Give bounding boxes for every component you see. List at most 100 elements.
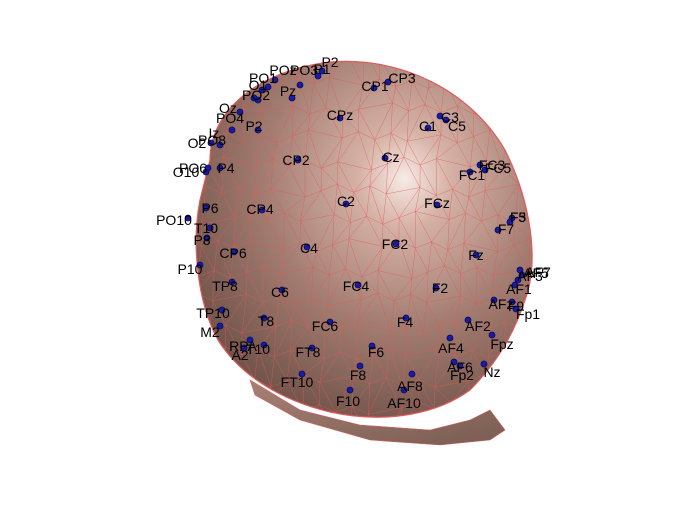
electrode-label-po1: PO1	[249, 70, 277, 86]
electrode-fc6	[326, 318, 334, 326]
electrode-label-fp2: Fp2	[450, 367, 474, 383]
electrode-label-f10: F10	[336, 393, 360, 409]
electrode-label-p4: P4	[217, 160, 234, 176]
electrode-f7	[494, 226, 502, 234]
electrode-label-po4: PO4	[216, 110, 244, 126]
electrode-fc3	[476, 161, 484, 169]
electrode-label-f7: F7	[498, 221, 515, 237]
electrode-label-c3: C3	[441, 109, 459, 125]
electrode-label-af4: AF4	[438, 340, 464, 356]
electrode-t10	[206, 224, 214, 232]
electrode-p1	[314, 72, 322, 80]
electrode-c4	[303, 243, 311, 251]
electrode-c6	[278, 286, 286, 294]
electrode-label-cz: Cz	[382, 149, 399, 165]
electrode-label-af10: AF10	[387, 395, 421, 411]
electrode-c2	[342, 200, 350, 208]
electrode-label-fc5: FC5	[485, 160, 512, 176]
electrode-layer	[184, 67, 526, 394]
electrode-af1	[511, 281, 519, 289]
electrode-ft8	[308, 344, 316, 352]
electrode-m2	[216, 322, 224, 330]
electrode-label-oz: Oz	[219, 100, 237, 116]
electrode-po2	[250, 94, 258, 102]
electrode-af4	[446, 334, 454, 342]
electrode-fp2	[456, 362, 464, 370]
electrode-label-t10b: T10	[246, 341, 270, 357]
electrode-rpa	[246, 336, 254, 344]
electrode-a2	[240, 344, 248, 352]
electrode-o2	[216, 141, 224, 149]
electrode-af10	[400, 386, 408, 394]
electrode-cp2	[294, 156, 302, 164]
electrode-label-t8: T8	[258, 313, 275, 329]
electrode-label-rpa: RPA	[229, 338, 257, 354]
electrode-iz	[228, 126, 236, 134]
electrode-label-tp8: TP8	[212, 278, 238, 294]
electrode-label-cp4: CP4	[246, 201, 273, 217]
electrode-label-po3: PO3	[290, 62, 318, 78]
electrode-poz	[271, 76, 279, 84]
electrode-label-po2: PO2	[242, 87, 270, 103]
electrode-f8	[356, 362, 364, 370]
electrode-label-c6: C6	[271, 284, 289, 300]
electrode-label-fc2: FC2	[382, 236, 409, 252]
electrode-c3	[436, 112, 444, 120]
electrode-label-o10: O10	[173, 164, 200, 180]
electrode-label-f6: F6	[368, 344, 385, 360]
electrode-f3	[506, 218, 514, 226]
electrode-label-p8: P8	[193, 232, 210, 248]
electrode-label-o2: O2	[188, 135, 207, 151]
electrode-cp1	[370, 84, 378, 92]
electrode-f9	[508, 298, 516, 306]
electrode-p4	[216, 164, 224, 172]
electrode-cz	[381, 154, 389, 162]
electrode-label-c5: C5	[448, 118, 466, 134]
electrode-o1	[258, 86, 266, 94]
electrode-label-iz: Iz	[209, 125, 220, 141]
electrode-label-af2: AF2	[465, 318, 491, 334]
electrode-fcz	[433, 201, 441, 209]
electrode-label-nz: Nz	[483, 364, 500, 380]
electrode-label-fc4: FC4	[343, 278, 370, 294]
electrode-label-p10: P10	[178, 261, 203, 277]
electrode-pz	[288, 94, 296, 102]
electrode-ft10	[298, 370, 306, 378]
electrode-label-fp1: Fp1	[516, 306, 540, 322]
electrode-f4	[402, 314, 410, 322]
electrode-fc5	[481, 166, 489, 174]
electrode-f10	[346, 386, 354, 394]
electrode-label-ft10: FT10	[281, 374, 314, 390]
electrode-label-f2: F2	[432, 280, 449, 296]
electrode-c5	[442, 116, 450, 124]
electrode-label-po10: PO10	[156, 212, 192, 228]
electrode-po6	[204, 164, 212, 172]
electrode-fc4	[354, 281, 362, 289]
electrode-tp10	[218, 306, 226, 314]
electrode-fpz	[488, 331, 496, 339]
electrode-fp1	[512, 305, 520, 313]
electrode-po1	[264, 83, 272, 91]
electrode-label-af8: AF8	[397, 378, 423, 394]
electrode-fz	[472, 251, 480, 259]
electrode-label-f9: F9	[508, 298, 525, 314]
electrode-label-af6: AF6	[447, 359, 473, 375]
electrode-af8	[408, 370, 416, 378]
electrode-label-fc3: FC3	[479, 157, 506, 173]
electrode-label-afz: AFz	[489, 296, 514, 312]
electrode-label-af3: AF3	[517, 268, 543, 284]
electrode-label-o1: O1	[249, 77, 268, 93]
electrode-label-po8: PO8	[198, 132, 226, 148]
electrode-cp3	[384, 78, 392, 86]
electrode-f2	[432, 284, 440, 292]
electrode-afz	[490, 296, 498, 304]
electrode-af3	[514, 276, 522, 284]
electrode-label-p1: P1	[313, 61, 330, 77]
electrode-label-fpz: Fpz	[490, 336, 513, 352]
electrode-label-p2b: P2	[245, 118, 262, 134]
electrode-label-poz: POz	[269, 62, 296, 78]
electrode-fc2	[392, 240, 400, 248]
